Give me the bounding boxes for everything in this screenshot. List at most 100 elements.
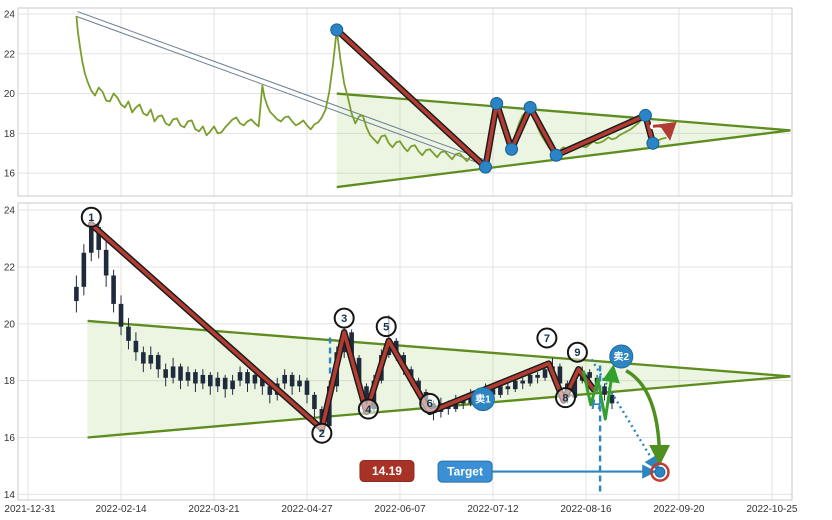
candle-body — [141, 352, 146, 364]
candle-body — [74, 286, 79, 302]
candle-body — [237, 372, 243, 381]
wave-circle-7[interactable]: 7 — [536, 327, 558, 349]
height-measure-label: H — [591, 396, 602, 412]
candle-body — [349, 332, 354, 358]
candle-body — [460, 400, 466, 404]
wave-circle-ring — [80, 206, 102, 228]
upper-trendline[interactable] — [87, 319, 791, 378]
candle-body — [535, 374, 540, 378]
candle-body — [602, 386, 607, 395]
wave-circle-ring — [554, 387, 576, 409]
triangle-wedge-fill — [336, 93, 791, 188]
candle-body — [118, 303, 124, 327]
descending-channel-line — [76, 15, 486, 167]
close-line-panel-plot-area[interactable] — [18, 8, 792, 196]
elliott-wave-zigzag[interactable] — [89, 222, 596, 431]
wave-circle-9[interactable]: 9 — [566, 341, 588, 363]
y-axis-tick-label: 24 — [4, 9, 16, 20]
wave-circle-ring — [419, 392, 441, 414]
candle-body — [193, 372, 198, 384]
pivot-dot[interactable] — [490, 96, 504, 110]
wave-circle-3[interactable]: 3 — [333, 307, 355, 329]
x-axis-date-label: 2021-12-31 — [4, 504, 56, 515]
candle-body — [520, 380, 526, 384]
candle-body — [289, 374, 295, 387]
pivot-dot[interactable] — [330, 23, 344, 37]
wave-circle-5[interactable]: 5 — [375, 316, 397, 338]
candle-body — [88, 227, 94, 253]
candle-body — [297, 380, 302, 387]
wave-circle-2[interactable]: 2 — [311, 422, 333, 444]
x-axis-date-label: 2022-07-12 — [467, 504, 519, 515]
target-price-box[interactable]: 14.19 — [359, 460, 415, 483]
candle-body — [304, 380, 310, 395]
x-axis-date-label: 2022-10-25 — [746, 504, 798, 515]
pivot-dot[interactable] — [505, 142, 519, 156]
sell-badge-label: 卖1 — [475, 393, 491, 406]
green-w-projection[interactable] — [581, 364, 620, 421]
wave-circle-6[interactable]: 6 — [419, 392, 441, 414]
candle-body — [505, 386, 511, 390]
candle-body — [282, 374, 287, 384]
candle-body — [178, 366, 183, 381]
y-axis-tick-label: 20 — [4, 89, 16, 100]
candle-body — [148, 355, 154, 364]
candle-body — [527, 374, 533, 384]
top-red-zigzag[interactable] — [334, 28, 655, 169]
candle-body — [252, 374, 258, 384]
panel-border — [17, 202, 793, 501]
candle-body — [155, 355, 161, 370]
candle-body — [185, 372, 191, 381]
candle-body — [170, 366, 176, 378]
x-axis-date-label: 2022-02-14 — [95, 504, 147, 515]
wave-circle-ring — [536, 327, 558, 349]
target-label-box-rect — [437, 460, 493, 483]
pivot-dot[interactable] — [646, 136, 660, 150]
candle-body — [587, 372, 592, 378]
candle-body — [200, 374, 206, 384]
y-axis-tick-label: 18 — [4, 376, 16, 387]
wave-circle-1[interactable]: 1 — [80, 206, 102, 228]
candle-body — [222, 377, 228, 390]
candle-body — [260, 374, 265, 387]
pivot-dot[interactable] — [523, 100, 537, 114]
candle-body — [230, 380, 235, 390]
candle-body — [512, 380, 518, 390]
wave-circle-ring — [311, 422, 333, 444]
target-label-box-label: Target — [447, 465, 483, 479]
target-label-box[interactable]: Target — [437, 460, 493, 483]
wave-number-label: 1 — [88, 212, 94, 224]
wave-number-label: 8 — [562, 392, 568, 404]
pivot-dot[interactable] — [638, 108, 652, 122]
candle-body — [312, 394, 317, 410]
wave-number-label: 7 — [544, 333, 550, 345]
wave-number-label: 9 — [574, 347, 580, 359]
target-point[interactable] — [650, 462, 670, 482]
candle-body — [557, 366, 563, 384]
candle-body — [267, 386, 273, 395]
y-axis-tick-label: 22 — [4, 49, 16, 60]
candle-body — [207, 374, 213, 387]
wave-circle-4[interactable]: 4 — [357, 398, 379, 420]
panel-border — [17, 7, 793, 197]
candle-body — [215, 377, 221, 387]
descending-channel-line — [77, 11, 488, 162]
sell-badge-circle — [609, 344, 634, 369]
wave-number-label: 6 — [427, 398, 433, 410]
green-curved-arrow[interactable] — [625, 369, 671, 466]
wave-circle-8[interactable]: 8 — [554, 387, 576, 409]
x-axis-date-label: 2022-08-16 — [560, 504, 612, 515]
y-axis-tick-label: 18 — [4, 129, 16, 140]
pivot-dot[interactable] — [549, 148, 563, 162]
sell-badge-1[interactable]: 卖1 — [470, 387, 495, 412]
triangle-wedge-fill — [87, 320, 791, 438]
lower-trendline[interactable] — [336, 129, 791, 189]
wave-circle-ring — [375, 316, 397, 338]
sell-badge-2[interactable]: 卖2 — [609, 344, 634, 369]
trend-continuation-arrow[interactable] — [652, 121, 677, 141]
pivot-dot[interactable] — [479, 160, 493, 174]
y-axis-tick-label: 22 — [4, 262, 16, 273]
wave-number-label: 2 — [319, 428, 325, 440]
